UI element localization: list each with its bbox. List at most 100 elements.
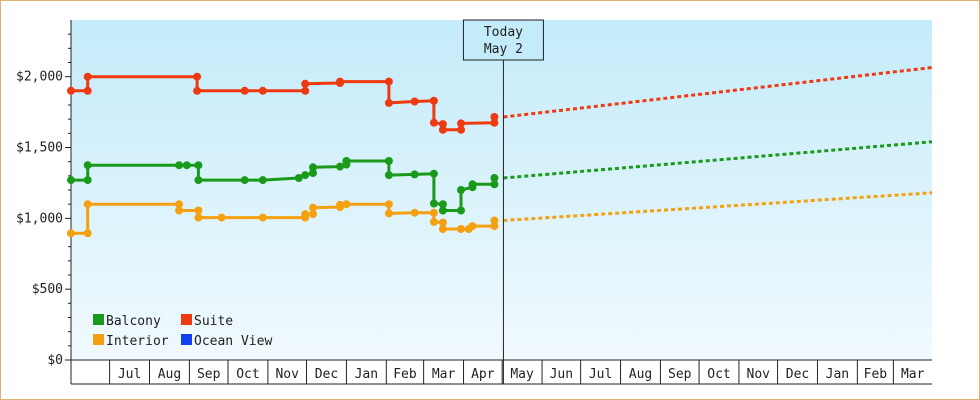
balcony-forecast-line: [503, 140, 933, 180]
suite-point: [457, 119, 465, 128]
interior-point: [429, 217, 438, 226]
interior-point: [384, 200, 393, 209]
x-month-label: Feb: [864, 367, 888, 382]
interior-point: [457, 225, 465, 233]
x-month-label: Aug: [158, 367, 181, 382]
balcony-point: [457, 206, 465, 215]
balcony-point: [240, 176, 249, 185]
balcony-point: [438, 206, 447, 215]
interior-point: [309, 210, 317, 219]
today-box: [462, 19, 544, 61]
balcony-point: [438, 200, 447, 209]
x-month-label: Jan: [355, 367, 378, 382]
x-month-label: May: [510, 367, 534, 382]
balcony-point: [336, 162, 344, 171]
x-month-label: Jan: [826, 367, 849, 382]
legend-label-ocean-view: Ocean View: [194, 334, 272, 349]
interior-point: [438, 218, 447, 227]
interior-point: [301, 210, 310, 219]
y-tick-label: $2,000: [16, 70, 63, 85]
balcony-point: [410, 170, 419, 179]
interior-point: [384, 209, 393, 218]
interior-point: [336, 200, 344, 209]
suite-point: [240, 86, 249, 95]
balcony-point: [490, 174, 499, 182]
balcony-point: [258, 176, 267, 185]
balcony-point: [384, 171, 393, 180]
suite-point: [438, 125, 447, 134]
balcony-point: [429, 169, 438, 178]
balcony-point: [194, 176, 203, 185]
suite-line: [71, 75, 496, 132]
suite-point: [258, 86, 267, 95]
x-month-label: Jun: [550, 367, 573, 382]
balcony-point: [457, 186, 465, 194]
suite-point: [438, 120, 447, 129]
suite-point: [457, 125, 465, 134]
x-month-label: Sep: [668, 367, 692, 382]
legend-label-interior: Interior: [106, 334, 169, 349]
balcony-point: [67, 176, 75, 185]
x-month-label: Nov: [747, 367, 771, 382]
y-tick-label: $1,500: [16, 141, 63, 156]
series-layer: [67, 66, 933, 238]
interior-point: [83, 200, 92, 209]
interior-point: [410, 208, 419, 217]
balcony-point: [490, 180, 499, 189]
suite-point: [490, 113, 499, 121]
x-month-label: Apr: [471, 367, 495, 382]
interior-point: [194, 206, 203, 215]
balcony-point: [309, 163, 317, 172]
legend-swatch-suite: [181, 314, 192, 325]
interior-point: [67, 229, 75, 238]
y-tick-label: $0: [47, 353, 63, 368]
suite-point: [410, 97, 419, 106]
axes: $0 $500 $1,000 $1,500 $2,000 Jul Aug Sep Oct Nov D…: [16, 20, 932, 385]
balcony-point: [429, 199, 438, 208]
x-month-label: Oct: [236, 367, 259, 382]
plot-background: [71, 20, 932, 360]
balcony-point: [309, 169, 317, 177]
x-month-label: Mar: [901, 367, 925, 382]
suite-point: [336, 77, 344, 86]
suite-point: [83, 72, 92, 81]
y-tick-label: $1,000: [16, 211, 63, 226]
x-month-label: Dec: [315, 367, 338, 382]
suite-point: [429, 96, 438, 105]
suite-point: [193, 72, 202, 81]
x-month-label: Sep: [197, 367, 221, 382]
legend-swatch-balcony: [93, 314, 104, 325]
suite-point: [384, 98, 393, 107]
x-month-label: Feb: [393, 367, 417, 382]
balcony-point: [83, 176, 92, 185]
balcony-point: [83, 161, 92, 170]
suite-forecast-line: [503, 66, 933, 119]
interior-point: [468, 222, 477, 231]
balcony-point: [175, 161, 184, 170]
x-month-label: Aug: [629, 367, 652, 382]
interior-point: [342, 200, 351, 209]
interior-point: [175, 200, 184, 209]
today-marker: Today May 2: [462, 19, 544, 384]
interior-point: [83, 229, 92, 238]
balcony-point: [294, 174, 303, 182]
x-month-label: Jul: [118, 367, 141, 382]
suite-point: [490, 118, 499, 127]
interior-forecast-line: [503, 191, 933, 222]
x-month-label: Dec: [786, 367, 809, 382]
legend-label-balcony: Balcony: [106, 314, 161, 329]
legend-swatch-interior: [93, 334, 104, 345]
balcony-point: [342, 157, 351, 165]
balcony-point: [194, 161, 203, 170]
interior-point: [438, 225, 447, 233]
suite-point: [193, 86, 202, 95]
x-month-label: Jul: [589, 367, 612, 382]
suite-point: [301, 79, 310, 88]
interior-point: [175, 206, 184, 215]
today-date: May 2: [484, 42, 523, 57]
y-tick-label: $500: [32, 282, 63, 297]
suite-point: [384, 77, 393, 86]
balcony-point: [182, 161, 191, 170]
x-month-label: Mar: [432, 367, 456, 382]
